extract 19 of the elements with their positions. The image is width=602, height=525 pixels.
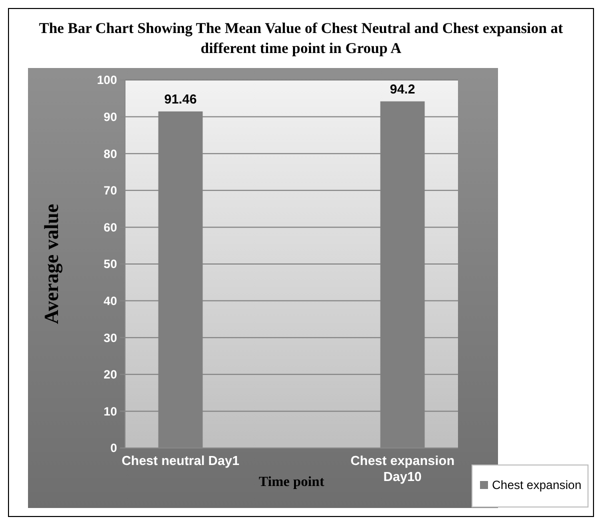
y-tick-label: 70	[104, 184, 118, 198]
y-tick-label: 100	[96, 73, 118, 88]
y-tick-label: 90	[104, 110, 118, 124]
x-tick-label: Chest expansion Day10	[350, 453, 455, 484]
y-tick-label: 50	[104, 257, 118, 272]
y-tick-label: 10	[104, 404, 118, 418]
y-tick-label: 60	[104, 220, 118, 234]
y-tick-label: 80	[104, 146, 118, 161]
y-tick-label: 30	[104, 330, 118, 345]
y-tick-label: 0	[110, 441, 118, 456]
x-axis-title: Time point	[258, 475, 325, 490]
chart-title: The Bar Chart Showing The Mean Value of Chest Neutral and Chest expansion at different time point in Group A	[38, 21, 564, 57]
data-label: 94.2	[390, 81, 416, 96]
legend-label: Chest expansion	[492, 478, 582, 492]
y-tick-label: 40	[104, 294, 118, 308]
y-tick-label: 20	[104, 368, 118, 382]
x-tick-label: Chest neutral Day1	[122, 453, 240, 468]
data-label: 91.46	[164, 91, 197, 106]
y-axis-title: Average value	[41, 204, 63, 324]
